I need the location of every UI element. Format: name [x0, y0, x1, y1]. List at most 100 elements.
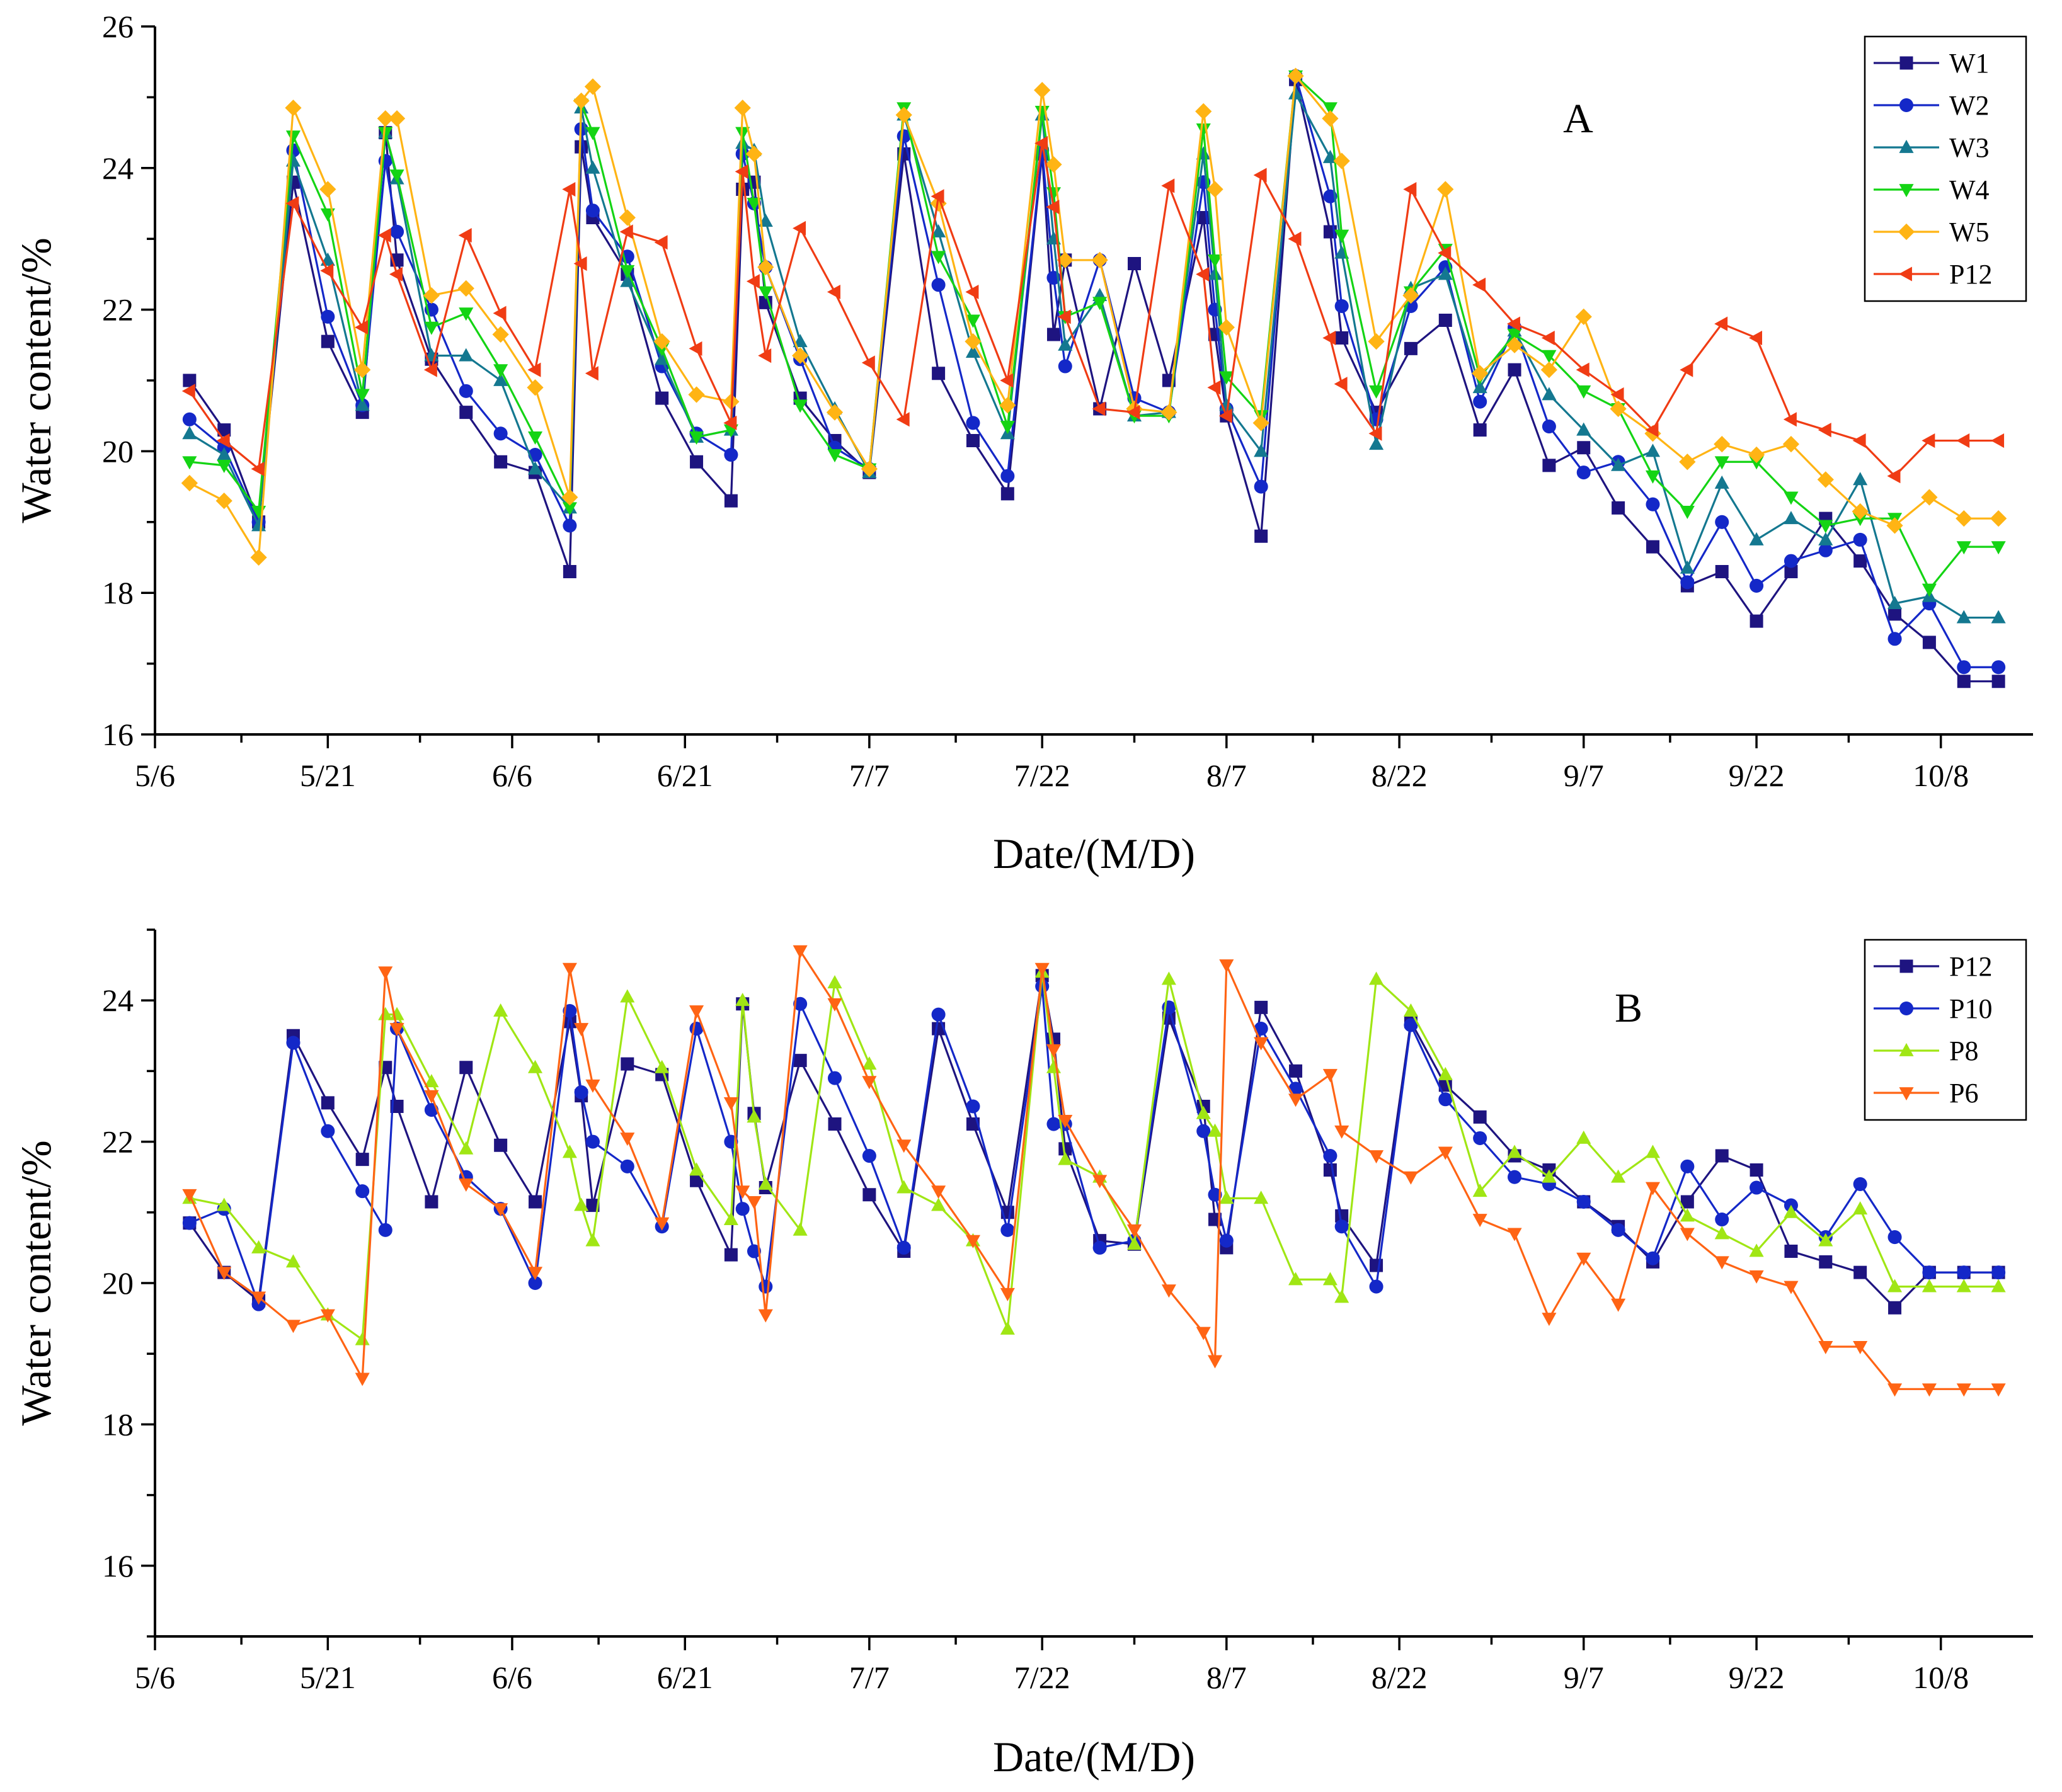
- x-tick-label: 10/8: [1913, 758, 1969, 793]
- data-point: [586, 1199, 600, 1213]
- data-point: [724, 494, 738, 508]
- data-point: [1887, 1230, 1902, 1245]
- y-tick-label: 22: [102, 292, 134, 328]
- data-point: [1207, 380, 1221, 395]
- data-point: [1956, 1279, 1971, 1293]
- series-p12: [181, 135, 2005, 484]
- data-point: [1402, 287, 1419, 304]
- data-point: [459, 1061, 473, 1075]
- data-point: [1783, 412, 1797, 427]
- data-point: [1288, 86, 1303, 100]
- data-point: [493, 364, 508, 378]
- data-point: [285, 1320, 301, 1333]
- legend-box: [1864, 35, 2027, 302]
- data-point: [1576, 385, 1591, 399]
- legend-label: W2: [1949, 90, 1990, 121]
- data-point: [561, 489, 578, 506]
- data-point: [585, 203, 600, 218]
- data-point: [250, 549, 267, 566]
- data-point: [1922, 583, 1937, 597]
- data-point: [1506, 316, 1520, 331]
- data-point: [1576, 465, 1591, 480]
- data-point: [1507, 329, 1522, 343]
- series-p10: [182, 979, 2006, 1311]
- data-point: [931, 251, 946, 265]
- data-point: [378, 1007, 393, 1020]
- y-tick-label: 22: [102, 1124, 134, 1160]
- data-point: [424, 321, 439, 335]
- data-point: [932, 367, 946, 380]
- data-point: [1714, 1226, 1729, 1240]
- data-point: [655, 1059, 670, 1073]
- data-point: [562, 502, 577, 516]
- legend-item: W2: [1874, 90, 1990, 121]
- x-tick-label: 6/21: [657, 1660, 713, 1695]
- data-point: [1887, 632, 1902, 646]
- data-point: [459, 348, 474, 362]
- data-point: [1991, 1383, 2006, 1397]
- x-tick-label: 8/7: [1206, 758, 1247, 793]
- data-point: [286, 1036, 301, 1050]
- data-point: [321, 334, 335, 348]
- x-tick-label: 9/22: [1729, 1660, 1785, 1695]
- data-point: [562, 181, 576, 197]
- data-point: [355, 320, 369, 335]
- data-point: [1991, 610, 2006, 624]
- data-point: [1334, 1125, 1349, 1139]
- data-point: [528, 1276, 542, 1291]
- data-point: [1611, 1169, 1626, 1183]
- data-point: [573, 256, 587, 271]
- data-point: [1714, 1256, 1729, 1270]
- data-point: [620, 1133, 635, 1146]
- data-point: [1749, 331, 1763, 346]
- data-point: [862, 1149, 876, 1163]
- data-point: [1322, 1272, 1337, 1286]
- data-point: [321, 309, 335, 324]
- data-point: [931, 1185, 946, 1199]
- legend-item: W3: [1874, 132, 1990, 163]
- data-point: [1680, 560, 1695, 574]
- legend-marker: [1899, 1042, 1914, 1056]
- data-point: [216, 433, 230, 448]
- data-point: [1784, 491, 1799, 505]
- data-point: [745, 146, 763, 163]
- data-point: [285, 130, 301, 144]
- data-point: [1472, 1214, 1487, 1228]
- data-point: [931, 224, 946, 237]
- data-point: [1438, 246, 1452, 261]
- data-point: [1922, 1265, 1937, 1280]
- data-point: [285, 100, 302, 117]
- data-point: [1254, 1000, 1268, 1014]
- data-point: [723, 415, 737, 430]
- data-point: [1369, 971, 1384, 985]
- data-point: [1817, 471, 1834, 488]
- data-point: [1404, 341, 1418, 355]
- data-point: [1045, 156, 1062, 173]
- data-point: [1542, 387, 1557, 401]
- x-tick-label: 9/7: [1564, 1660, 1604, 1695]
- data-point: [1610, 387, 1624, 402]
- data-point: [527, 431, 543, 445]
- x-axis-title: Date/(M/D): [993, 1733, 1195, 1781]
- data-point: [965, 314, 981, 328]
- data-point: [734, 100, 751, 117]
- data-point: [1611, 1298, 1626, 1312]
- data-point: [1818, 1341, 1833, 1355]
- data-point: [1000, 487, 1014, 501]
- data-point: [562, 962, 577, 976]
- data-point: [1404, 1018, 1418, 1032]
- data-point: [1887, 1279, 1903, 1293]
- data-point: [620, 989, 635, 1003]
- legend-label: P12: [1949, 951, 1992, 982]
- data-point: [1818, 520, 1833, 534]
- data-point: [1208, 1187, 1222, 1202]
- data-point: [653, 333, 670, 350]
- data-point: [723, 1097, 738, 1110]
- data-point: [1610, 400, 1627, 418]
- data-point: [827, 449, 842, 463]
- y-axis-title: Water content/%: [12, 237, 60, 523]
- data-point: [1472, 365, 1489, 382]
- data-point: [459, 406, 473, 419]
- data-point: [1160, 404, 1177, 421]
- data-point: [1715, 564, 1729, 578]
